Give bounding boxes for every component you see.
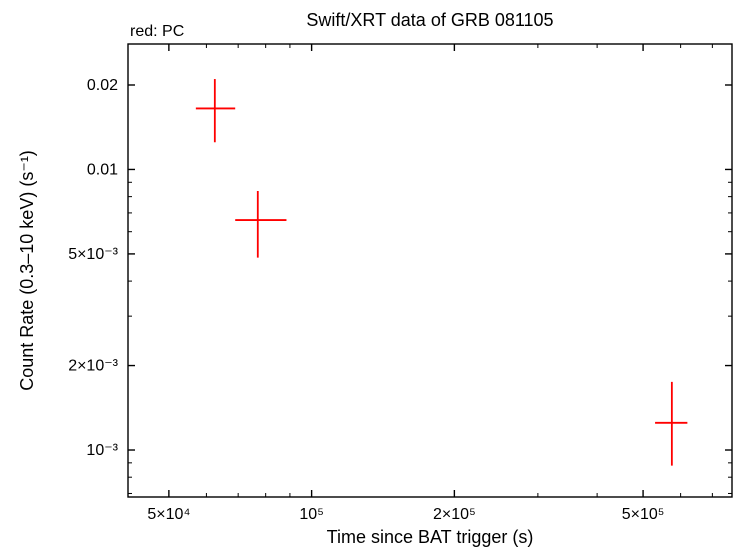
y-tick-label: 2×10⁻³ — [68, 358, 118, 375]
x-axis-label: Time since BAT trigger (s) — [327, 527, 534, 547]
x-tick-label: 5×10⁴ — [147, 506, 190, 523]
y-tick-label: 5×10⁻³ — [68, 246, 118, 263]
x-tick-label: 10⁵ — [299, 506, 323, 523]
legend-text: red: PC — [130, 23, 184, 40]
x-tick-label: 2×10⁵ — [433, 506, 476, 523]
y-axis-label: Count Rate (0.3–10 keV) (s⁻¹) — [17, 150, 37, 391]
chart-svg: 5×10⁴ 10⁵ 2×10⁵ 5×10⁵ 10⁻³ 2×10⁻³ 5×10⁻³ 0.01 0.… — [0, 0, 746, 558]
chart-container: 5×10⁴ 10⁵ 2×10⁵ 5×10⁵ 10⁻³ 2×10⁻³ 5×10⁻³ 0.01 0.… — [0, 0, 746, 558]
chart-title: Swift/XRT data of GRB 081105 — [306, 10, 553, 30]
y-tick-label: 0.01 — [87, 161, 118, 178]
y-tick-label: 0.02 — [87, 77, 118, 94]
y-tick-label: 10⁻³ — [86, 442, 118, 459]
x-tick-label: 5×10⁵ — [622, 506, 665, 523]
